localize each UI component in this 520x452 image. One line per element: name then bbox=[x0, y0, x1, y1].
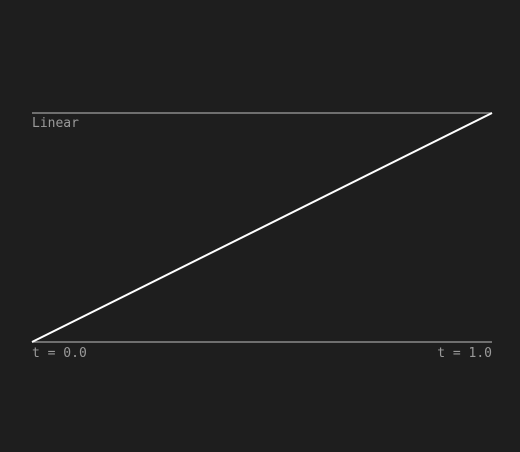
easing-curve-line bbox=[31, 112, 493, 343]
x-end-label: t = 1.0 bbox=[437, 346, 492, 361]
chart-title: Linear bbox=[32, 116, 79, 131]
x-start-label: t = 0.0 bbox=[32, 346, 87, 361]
